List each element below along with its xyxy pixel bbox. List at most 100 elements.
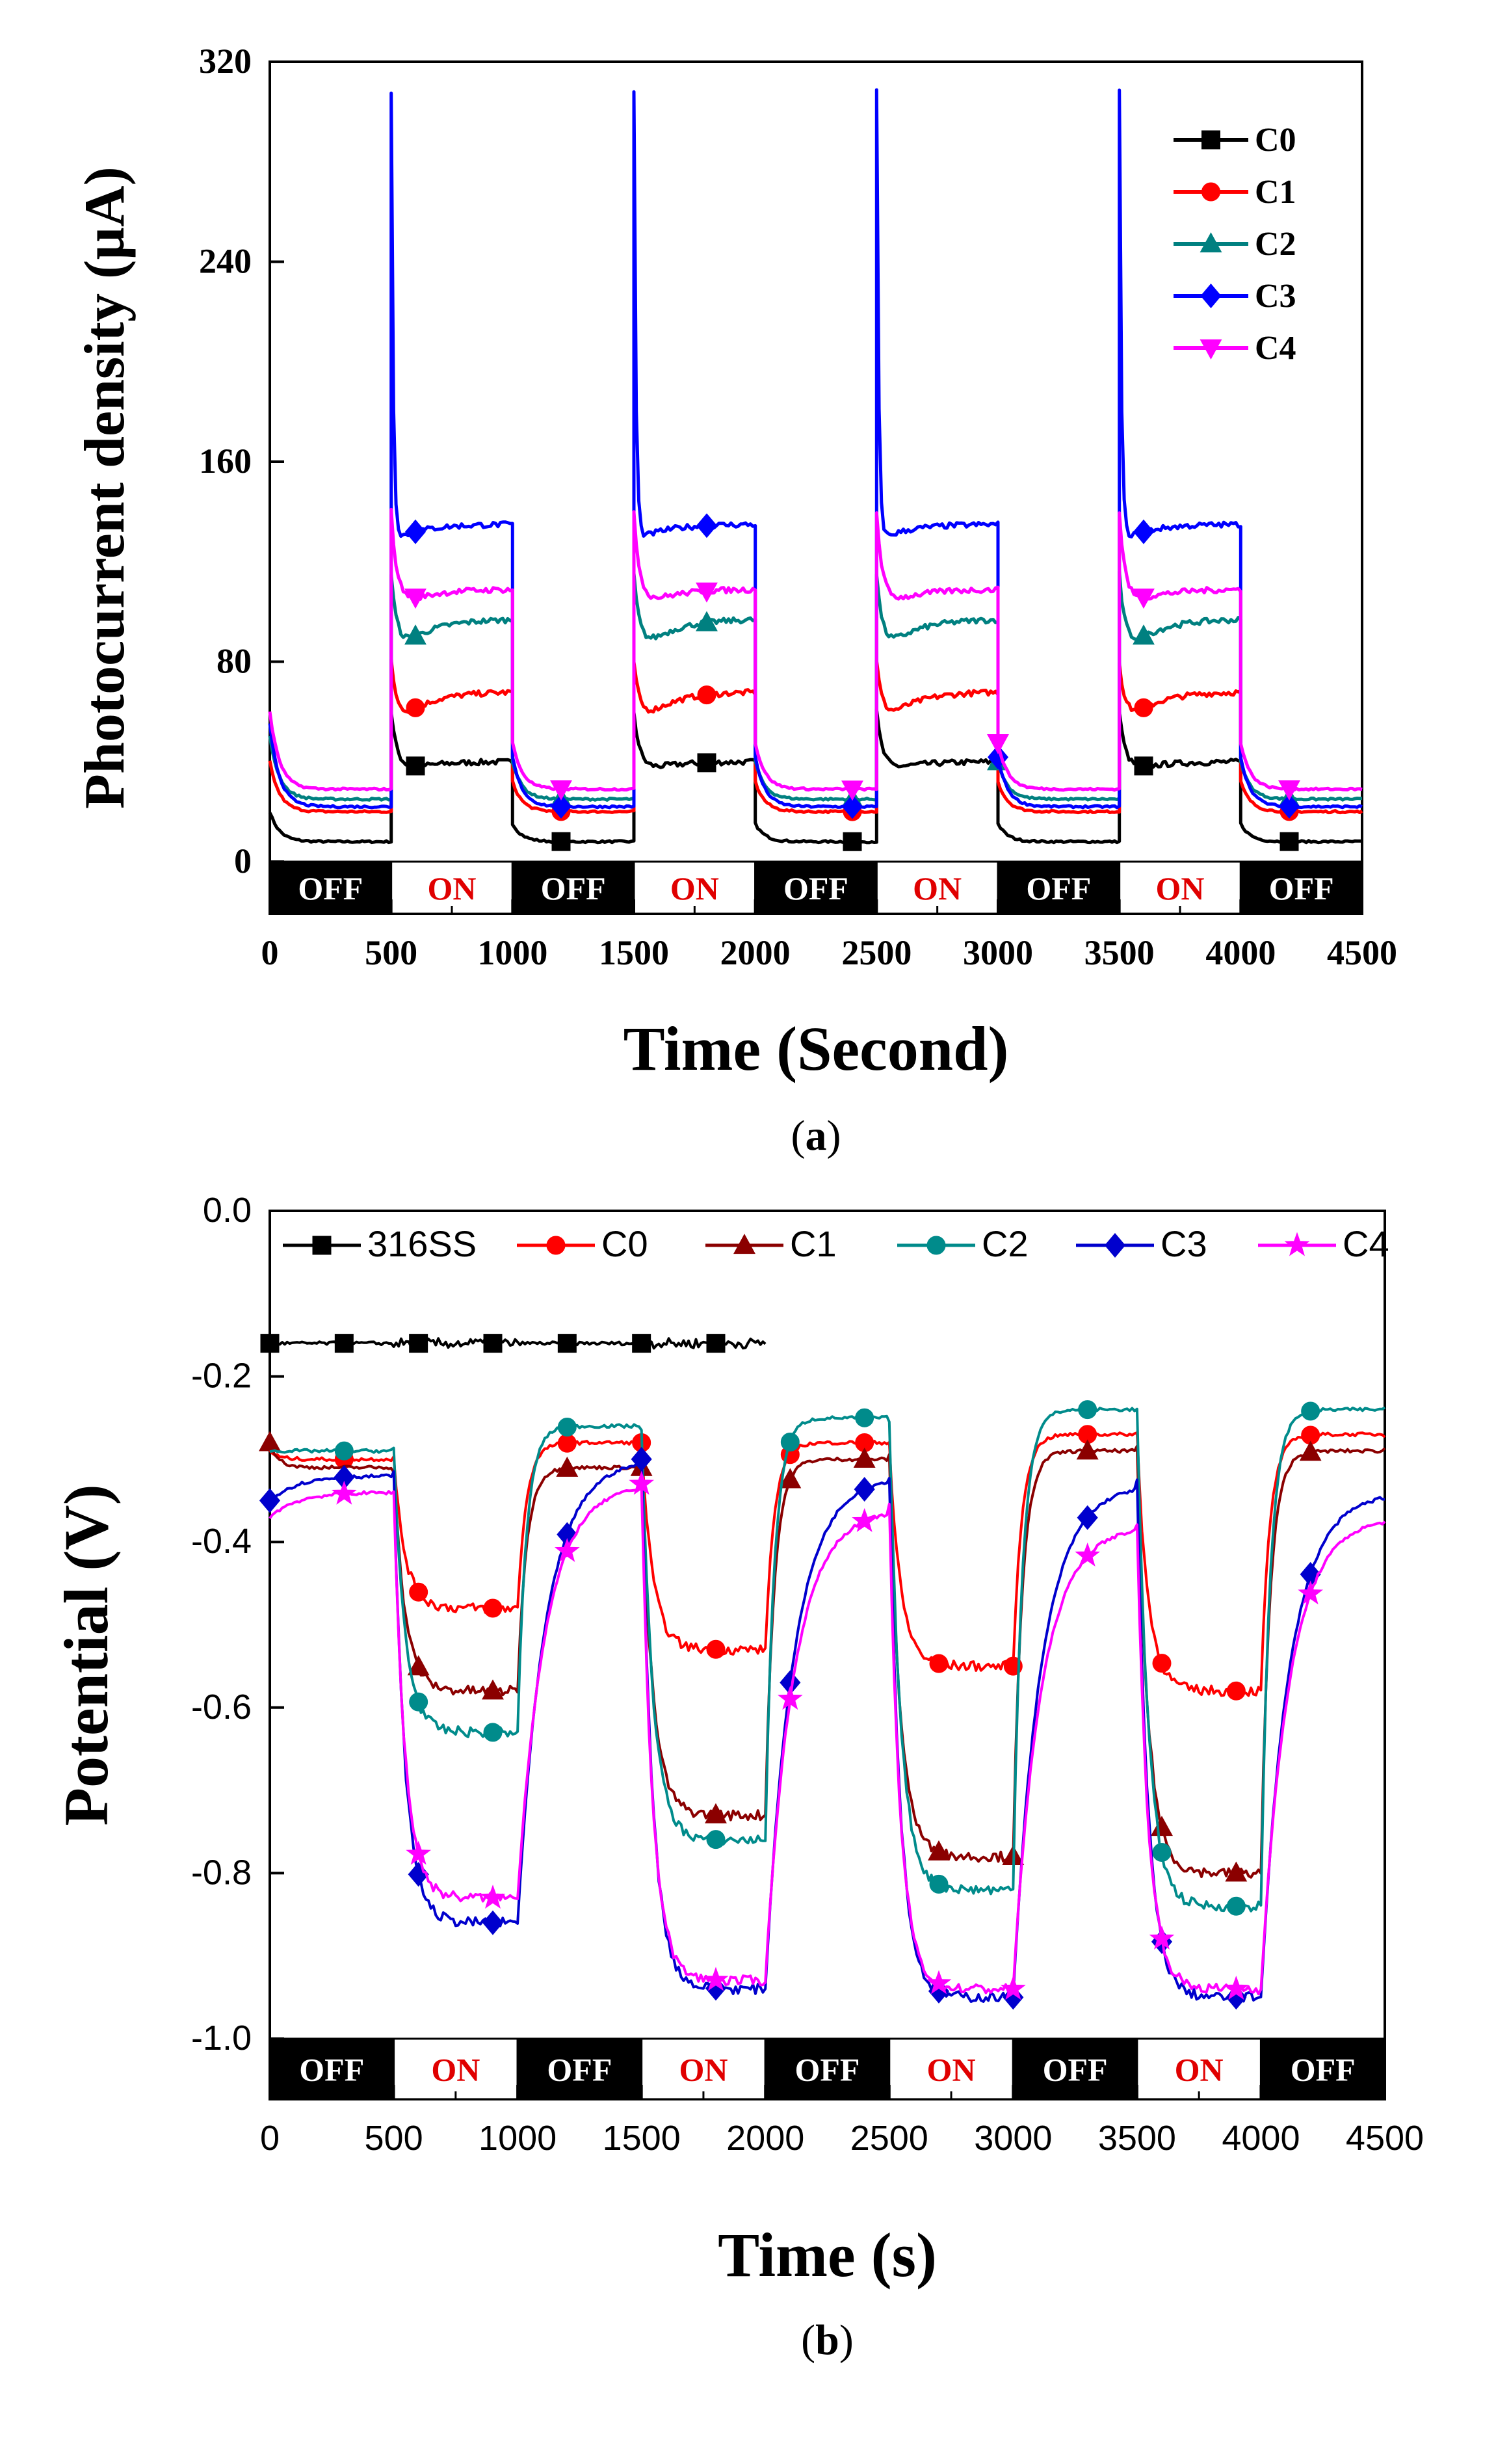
data-point: [696, 513, 718, 538]
data-point: [779, 1468, 802, 1489]
data-point: [1149, 1926, 1175, 1950]
data-point: [696, 611, 718, 631]
legend-label: C1: [790, 1223, 837, 1264]
data-point: [1301, 1401, 1320, 1421]
phase-label: ON: [1175, 2052, 1224, 2088]
legend-marker: [1201, 130, 1220, 150]
series-line: [268, 570, 1363, 802]
data-point: [706, 1334, 726, 1353]
caption-letter: a: [806, 1112, 827, 1159]
phase-label: OFF: [547, 2052, 612, 2088]
data-point: [409, 1582, 428, 1602]
data-point: [1134, 756, 1153, 776]
data-point: [482, 1679, 504, 1700]
phase-band-on: [393, 2037, 519, 2100]
legend-marker: [733, 1234, 755, 1254]
x-tick-label: 3500: [1084, 933, 1155, 972]
series-c0: [269, 1425, 1386, 1701]
x-tick-label: 2500: [841, 933, 912, 972]
phase-band-on: [640, 2037, 767, 2100]
y-tick-label: 320: [199, 42, 252, 81]
phase-label: ON: [913, 870, 962, 907]
panel-a: OFF ON OFF ON OFF ON OFF ON OFF 0 500 1000 1500 2000 2…: [73, 42, 1397, 1159]
series-line: [269, 1406, 1386, 1913]
data-point: [331, 1480, 357, 1505]
data-point: [1278, 780, 1300, 801]
phase-label: OFF: [299, 2052, 364, 2088]
data-point: [1152, 1843, 1172, 1862]
series-c0: [268, 708, 1363, 851]
data-point: [557, 1334, 577, 1353]
y-tick-label: 240: [199, 242, 252, 281]
data-point: [1226, 1681, 1246, 1701]
y-tick-label: -1.0: [191, 2019, 252, 2058]
caption-open: (: [801, 2316, 815, 2364]
legend-label: C0: [1255, 122, 1296, 159]
phase-label: OFF: [1026, 870, 1091, 907]
x-tick-label: 4500: [1327, 933, 1397, 972]
data-point: [703, 1967, 729, 1991]
data-point: [928, 1840, 950, 1861]
data-point: [409, 1692, 428, 1712]
data-point: [987, 734, 1009, 754]
data-point: [483, 1723, 503, 1742]
data-point: [551, 832, 571, 851]
y-tick-label: -0.8: [191, 1853, 252, 1892]
caption-open: (: [791, 1112, 806, 1159]
data-point: [1299, 1440, 1322, 1461]
series-line: [269, 1431, 1386, 1697]
phase-band-off: [269, 2037, 395, 2100]
data-point: [259, 1488, 281, 1513]
x-tick-label: 3000: [963, 933, 1033, 972]
data-point: [632, 1334, 651, 1353]
data-point: [1225, 1861, 1248, 1882]
data-point: [1077, 1505, 1098, 1530]
phase-label: ON: [927, 2052, 976, 2088]
series-line: [269, 1486, 1386, 1996]
legend-label: C4: [1343, 1223, 1389, 1264]
data-point: [855, 1433, 874, 1452]
data-point: [697, 753, 716, 773]
y-tick-label: -0.2: [191, 1357, 252, 1396]
data-point: [480, 1885, 506, 1909]
x-tick-label: 3500: [1098, 2119, 1176, 2158]
data-point: [777, 1686, 803, 1710]
data-point: [1000, 1976, 1026, 2000]
x-tick-label: 1500: [603, 2119, 681, 2158]
series-c4: [269, 1470, 1386, 2000]
data-point: [260, 1334, 280, 1353]
y-tick-label: 0.0: [203, 1191, 252, 1230]
data-point: [406, 698, 425, 717]
phase-label: ON: [428, 870, 477, 907]
phase-band-off: [1239, 860, 1363, 915]
data-point: [334, 1334, 354, 1353]
data-point: [406, 1840, 432, 1865]
data-point: [1279, 832, 1299, 851]
legend-label: C4: [1255, 330, 1296, 367]
legend-marker: [1200, 339, 1222, 360]
data-point: [697, 685, 716, 705]
series-c2: [269, 1400, 1386, 1916]
legend-marker: [312, 1236, 332, 1255]
legend-label: C2: [982, 1223, 1029, 1264]
phase-label: OFF: [795, 2052, 860, 2088]
y-tick-label: 80: [217, 642, 252, 681]
data-point: [929, 1874, 949, 1894]
legend-marker: [1200, 284, 1222, 308]
phase-band-off: [764, 2037, 891, 2100]
data-point: [404, 589, 426, 609]
data-point: [334, 1441, 354, 1461]
data-point: [550, 780, 572, 801]
legend-label: 316SS: [367, 1223, 477, 1264]
series-line: [268, 708, 1363, 845]
legend-marker: [1104, 1233, 1126, 1258]
panel-b: OFF ON OFF ON OFF ON OFF ON OFF 0 500 1000 1500 2000 2…: [51, 1191, 1424, 2364]
phase-label: ON: [679, 2052, 728, 2088]
caption-close: ): [839, 2316, 854, 2364]
data-point: [854, 1477, 875, 1502]
series-line: [268, 657, 1363, 815]
data-point: [841, 794, 863, 819]
data-point: [1076, 1439, 1099, 1460]
phase-label: ON: [431, 2052, 480, 2088]
series-c1: [259, 1431, 1386, 1882]
